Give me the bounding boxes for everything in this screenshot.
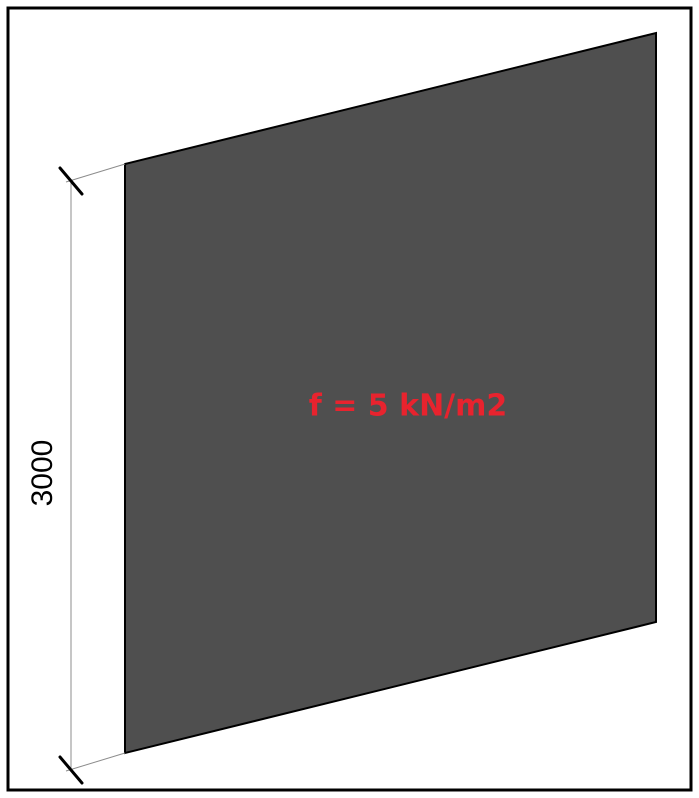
dimension-tick-bottom — [58, 755, 84, 785]
wall-panel — [124, 31, 657, 755]
dimension-tick-top — [58, 166, 84, 196]
extension-line-top — [65, 163, 126, 183]
extension-line-bottom — [65, 752, 126, 772]
diagram-frame — [6, 6, 693, 792]
dimension-label: 3000 — [26, 440, 59, 507]
load-label: f = 5 kN/m2 — [309, 389, 508, 424]
